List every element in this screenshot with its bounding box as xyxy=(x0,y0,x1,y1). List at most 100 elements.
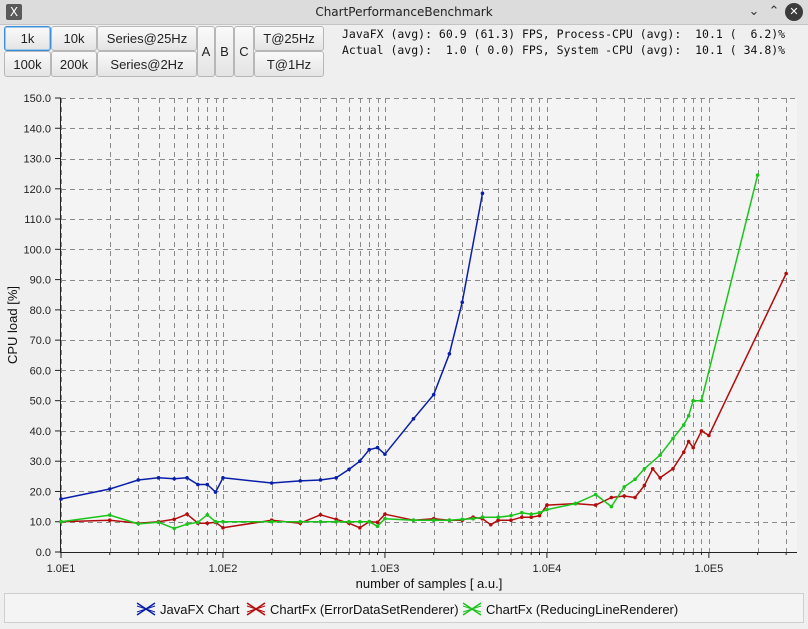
stats-line-1: JavaFX (avg): 60.9 (61.3) FPS, Process-C… xyxy=(342,27,786,41)
y-axis-title: CPU load [%] xyxy=(5,286,20,364)
data-point xyxy=(471,516,475,521)
data-point xyxy=(107,487,112,491)
data-point xyxy=(633,495,637,500)
data-point xyxy=(699,429,704,433)
data-point xyxy=(593,492,598,497)
data-point xyxy=(383,516,387,521)
data-point xyxy=(686,439,691,444)
legend-symbol-stroke xyxy=(462,605,482,613)
y-tick-label: 0.0 xyxy=(36,547,51,559)
button-c[interactable]: C xyxy=(234,26,254,77)
data-point xyxy=(658,476,662,480)
button-t-1hz[interactable]: T@1Hz xyxy=(254,51,324,77)
legend-entries: JavaFX Chart ChartFx (ErrorDataSetRendere… xyxy=(136,602,678,617)
y-tick-label: 80.0 xyxy=(30,305,51,317)
data-point xyxy=(269,519,274,524)
button-100k[interactable]: 100k xyxy=(4,51,51,77)
data-point xyxy=(347,519,351,524)
series-line xyxy=(60,193,484,500)
data-point xyxy=(107,518,112,523)
data-point xyxy=(172,517,177,522)
data-point xyxy=(642,466,647,471)
data-point xyxy=(545,503,549,507)
data-point xyxy=(156,520,161,525)
data-point xyxy=(658,453,662,457)
data-point xyxy=(642,483,647,488)
series-line xyxy=(60,175,759,530)
data-point xyxy=(334,519,338,524)
data-point xyxy=(671,436,675,441)
y-tick-label: 20.0 xyxy=(30,486,51,498)
y-tick-label: 110.0 xyxy=(24,214,51,226)
x-tick-label: 1.0E1 xyxy=(47,563,76,575)
data-point xyxy=(622,494,626,498)
data-point xyxy=(537,513,542,518)
window-title: ChartPerformanceBenchmark xyxy=(315,5,493,19)
window-titlebar: X ChartPerformanceBenchmark ⌄ ⌃ ✕ xyxy=(0,0,808,25)
data-point xyxy=(358,459,362,464)
data-point xyxy=(59,519,63,524)
series-2 xyxy=(59,271,788,530)
data-point xyxy=(269,481,274,485)
app-icon: X xyxy=(6,4,22,20)
data-point xyxy=(367,519,372,524)
data-point xyxy=(460,300,465,305)
data-point xyxy=(681,423,686,427)
data-point xyxy=(431,392,436,397)
data-point xyxy=(205,512,210,517)
data-point xyxy=(347,467,351,472)
button-b[interactable]: B xyxy=(215,26,234,77)
data-point xyxy=(691,445,695,450)
legend-item: ChartFx (ErrorDataSetRenderer) xyxy=(246,602,459,617)
data-point xyxy=(509,518,513,523)
series-3 xyxy=(59,173,760,531)
data-point xyxy=(686,414,691,418)
data-point xyxy=(650,466,655,471)
y-tick-label: 50.0 xyxy=(30,396,51,408)
y-tick-label: 150.0 xyxy=(23,93,51,105)
close-icon[interactable]: ✕ xyxy=(785,3,803,21)
data-point xyxy=(573,501,578,506)
button-a[interactable]: A xyxy=(197,26,215,77)
data-point xyxy=(298,479,303,483)
data-point xyxy=(411,518,416,523)
data-point xyxy=(529,512,534,516)
y-tick-label: 140.0 xyxy=(23,123,51,135)
data-point xyxy=(622,485,626,489)
button-series-25hz[interactable]: Series@25Hz xyxy=(97,26,197,51)
data-point xyxy=(691,398,695,403)
y-tick-label: 30.0 xyxy=(30,456,51,468)
data-point xyxy=(671,466,675,471)
data-point xyxy=(367,447,372,452)
data-point xyxy=(185,512,189,516)
data-point xyxy=(383,512,387,516)
data-point xyxy=(431,518,436,523)
data-point xyxy=(755,173,760,177)
data-point xyxy=(520,515,524,519)
button-1k[interactable]: 1k xyxy=(4,26,51,51)
y-tick-label: 40.0 xyxy=(30,426,51,438)
data-point xyxy=(460,517,465,522)
data-point xyxy=(213,490,218,494)
maximize-icon[interactable]: ⌃ xyxy=(768,4,780,19)
x-tick-label: 1.0E4 xyxy=(533,563,562,575)
data-point xyxy=(172,526,177,531)
data-point xyxy=(699,398,704,403)
data-point xyxy=(609,504,614,509)
data-point xyxy=(221,519,225,524)
data-point xyxy=(334,476,338,480)
button-10k[interactable]: 10k xyxy=(51,26,97,51)
data-point xyxy=(593,503,598,507)
series-1 xyxy=(59,191,485,501)
data-point xyxy=(196,482,200,487)
button-200k[interactable]: 200k xyxy=(51,51,97,77)
button-series-2hz[interactable]: Series@2Hz xyxy=(97,51,197,77)
minimize-icon[interactable]: ⌄ xyxy=(748,4,760,19)
data-point xyxy=(633,477,637,482)
data-point xyxy=(318,519,323,524)
button-t-25hz[interactable]: T@25Hz xyxy=(254,26,324,51)
x-tick-label: 1.0E5 xyxy=(695,563,724,575)
y-tick-label: 60.0 xyxy=(30,365,51,377)
data-point xyxy=(509,513,513,518)
data-point xyxy=(156,476,161,480)
